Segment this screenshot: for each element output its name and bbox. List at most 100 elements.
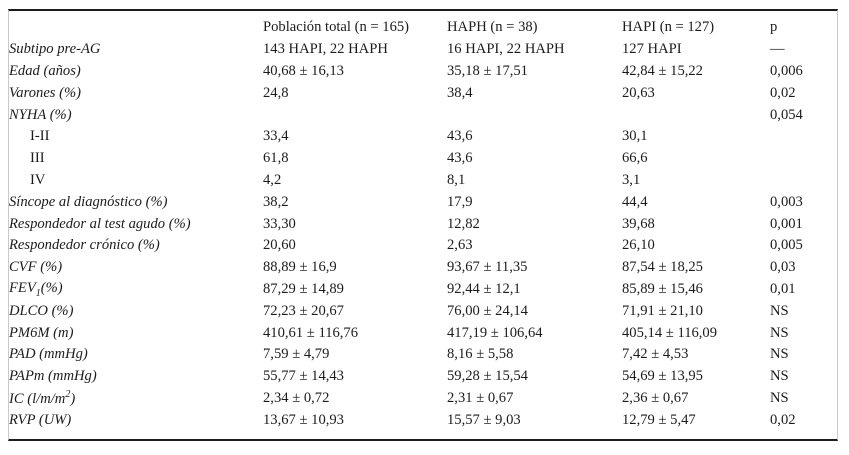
cell-value: 26,10: [622, 237, 655, 254]
cell-value: 35,18 ± 17,51: [447, 62, 528, 79]
cell-value: 85,89 ± 15,46: [622, 280, 703, 297]
header-variable: [9, 17, 263, 39]
row-label: FEV1(%): [9, 280, 63, 299]
cell-value: 92,44 ± 12,1: [447, 280, 521, 297]
cell-value: 17,9: [447, 193, 473, 210]
header-p-value: p: [770, 19, 778, 36]
cell-value: 87,29 ± 14,89: [263, 280, 344, 297]
cell-value: 71,91 ± 21,10: [622, 302, 703, 319]
cell-value: 13,67 ± 10,93: [263, 411, 344, 428]
cell-value: 410,61 ± 116,76: [263, 324, 359, 341]
table-row: PM6M (m) 410,61 ± 116,76 417,19 ± 106,64 40…: [9, 322, 837, 344]
table-row: PAD (mmHg) 7,59 ± 4,79 8,16 ± 5,58 7,42 ± 4…: [9, 344, 837, 366]
table-row: DLCO (%) 72,23 ± 20,67 76,00 ± 24,14 71,91 …: [9, 300, 837, 322]
cell-value: 0,006: [770, 62, 803, 79]
table-row: IC (l/m/m2) 2,34 ± 0,72 2,31 ± 0,67 2,36 ± …: [9, 388, 837, 410]
row-label: Respondedor crónico (%): [9, 237, 160, 254]
cell-value: 127 HAPI: [622, 41, 682, 58]
cell-value: 0,03: [770, 259, 796, 276]
row-label: I-II: [30, 128, 50, 145]
cell-value: 405,14 ± 116,09: [622, 324, 718, 341]
cell-value: 20,63: [622, 84, 655, 101]
cell-value: 72,23 ± 20,67: [263, 302, 344, 319]
table-row: NYHA (%) 0,054: [9, 104, 837, 126]
cell-value: 24,8: [263, 84, 289, 101]
row-label: CVF (%): [9, 259, 63, 276]
cell-value: 87,54 ± 18,25: [622, 259, 703, 276]
cell-value: 4,2: [263, 171, 282, 188]
row-label: DLCO (%): [9, 302, 74, 319]
cell-value: 0,01: [770, 280, 796, 297]
cell-value: 8,1: [447, 171, 466, 188]
cell-value: 88,89 ± 16,9: [263, 259, 337, 276]
cell-value: 54,69 ± 13,95: [622, 368, 703, 385]
cell-value: [263, 104, 447, 126]
row-label: Síncope al diagnóstico (%): [9, 193, 168, 210]
row-label: Subtipo pre-AG: [9, 41, 101, 58]
table-body: Subtipo pre-AG 143 HAPI, 22 HAPH 16 HAPI, …: [9, 39, 837, 431]
header-poblacion-total: Población total (n = 165): [263, 19, 410, 36]
cell-value: 0,001: [770, 215, 803, 232]
cell-value: 0,02: [770, 411, 796, 428]
header-row: Población total (n = 165) HAPH (n = 38) …: [9, 17, 837, 39]
cell-value: 42,84 ± 15,22: [622, 62, 703, 79]
cell-value: 2,63: [447, 237, 473, 254]
cell-value: 7,59 ± 4,79: [263, 346, 330, 363]
cell-value: 2,31 ± 0,67: [447, 389, 514, 406]
row-label: Respondedor al test agudo (%): [9, 215, 191, 232]
table-row: RVP (UW) 13,67 ± 10,93 15,57 ± 9,03 12,79 ±…: [9, 409, 837, 431]
row-label: IC (l/m/m2): [9, 389, 76, 407]
cell-value: 0,02: [770, 84, 796, 101]
table-row: Edad (años) 40,68 ± 16,13 35,18 ± 17,51 42,…: [9, 61, 837, 83]
cell-value: [770, 126, 837, 148]
cell-value: 2,36 ± 0,67: [622, 389, 689, 406]
cell-value: 38,2: [263, 193, 289, 210]
table-row: III 61,8 43,6 66,6: [9, 148, 837, 170]
cell-value: NS: [770, 324, 789, 341]
table-row: I-II 33,4 43,6 30,1: [9, 126, 837, 148]
cell-value: 44,4: [622, 193, 648, 210]
cell-value: 0,005: [770, 237, 803, 254]
cell-value: —: [770, 41, 785, 58]
row-label: PM6M (m): [9, 324, 74, 341]
table-row: Respondedor al test agudo (%) 33,30 12,82 3…: [9, 213, 837, 235]
cell-value: 15,57 ± 9,03: [447, 411, 521, 428]
cell-value: 43,6: [447, 128, 473, 145]
cell-value: 143 HAPI, 22 HAPH: [263, 41, 388, 58]
table-row: Síncope al diagnóstico (%) 38,2 17,9 44,4 0,…: [9, 191, 837, 213]
table-row: Varones (%) 24,8 38,4 20,63 0,02: [9, 82, 837, 104]
cell-value: 33,4: [263, 128, 289, 145]
table-row: FEV1(%) 87,29 ± 14,89 92,44 ± 12,1 85,89 ± …: [9, 279, 837, 301]
header-hapi: HAPI (n = 127): [622, 19, 715, 36]
cell-value: 76,00 ± 24,14: [447, 302, 528, 319]
cell-value: 55,77 ± 14,43: [263, 368, 344, 385]
cell-value: 0,054: [770, 106, 803, 123]
cell-value: NS: [770, 302, 789, 319]
cell-value: 8,16 ± 5,58: [447, 346, 514, 363]
cell-value: 59,28 ± 15,54: [447, 368, 528, 385]
cell-value: 93,67 ± 11,35: [447, 259, 528, 276]
cell-value: 40,68 ± 16,13: [263, 62, 344, 79]
row-label: PAD (mmHg): [9, 346, 88, 363]
cell-value: 12,82: [447, 215, 480, 232]
cell-value: 7,42 ± 4,53: [622, 346, 689, 363]
table-row: Respondedor crónico (%) 20,60 2,63 26,10 0,0…: [9, 235, 837, 257]
table-row: Subtipo pre-AG 143 HAPI, 22 HAPH 16 HAPI, …: [9, 39, 837, 61]
cell-value: 20,60: [263, 237, 296, 254]
header-haph: HAPH (n = 38): [447, 19, 538, 36]
cell-value: NS: [770, 368, 789, 385]
cell-value: [622, 104, 770, 126]
cell-value: 0,003: [770, 193, 803, 210]
cell-value: 417,19 ± 106,64: [447, 324, 543, 341]
cell-value: 38,4: [447, 84, 473, 101]
cell-value: 66,6: [622, 150, 648, 167]
row-label: IV: [30, 171, 46, 188]
row-label: Edad (años): [9, 62, 81, 79]
cell-value: NS: [770, 346, 789, 363]
cell-value: NS: [770, 389, 789, 406]
cell-value: 2,34 ± 0,72: [263, 389, 330, 406]
cell-value: 33,30: [263, 215, 296, 232]
table-row: CVF (%) 88,89 ± 16,9 93,67 ± 11,35 87,54 ± …: [9, 257, 837, 279]
cell-value: 61,8: [263, 150, 289, 167]
clinical-characteristics-table-frame: Población total (n = 165) HAPH (n = 38) …: [8, 9, 838, 441]
